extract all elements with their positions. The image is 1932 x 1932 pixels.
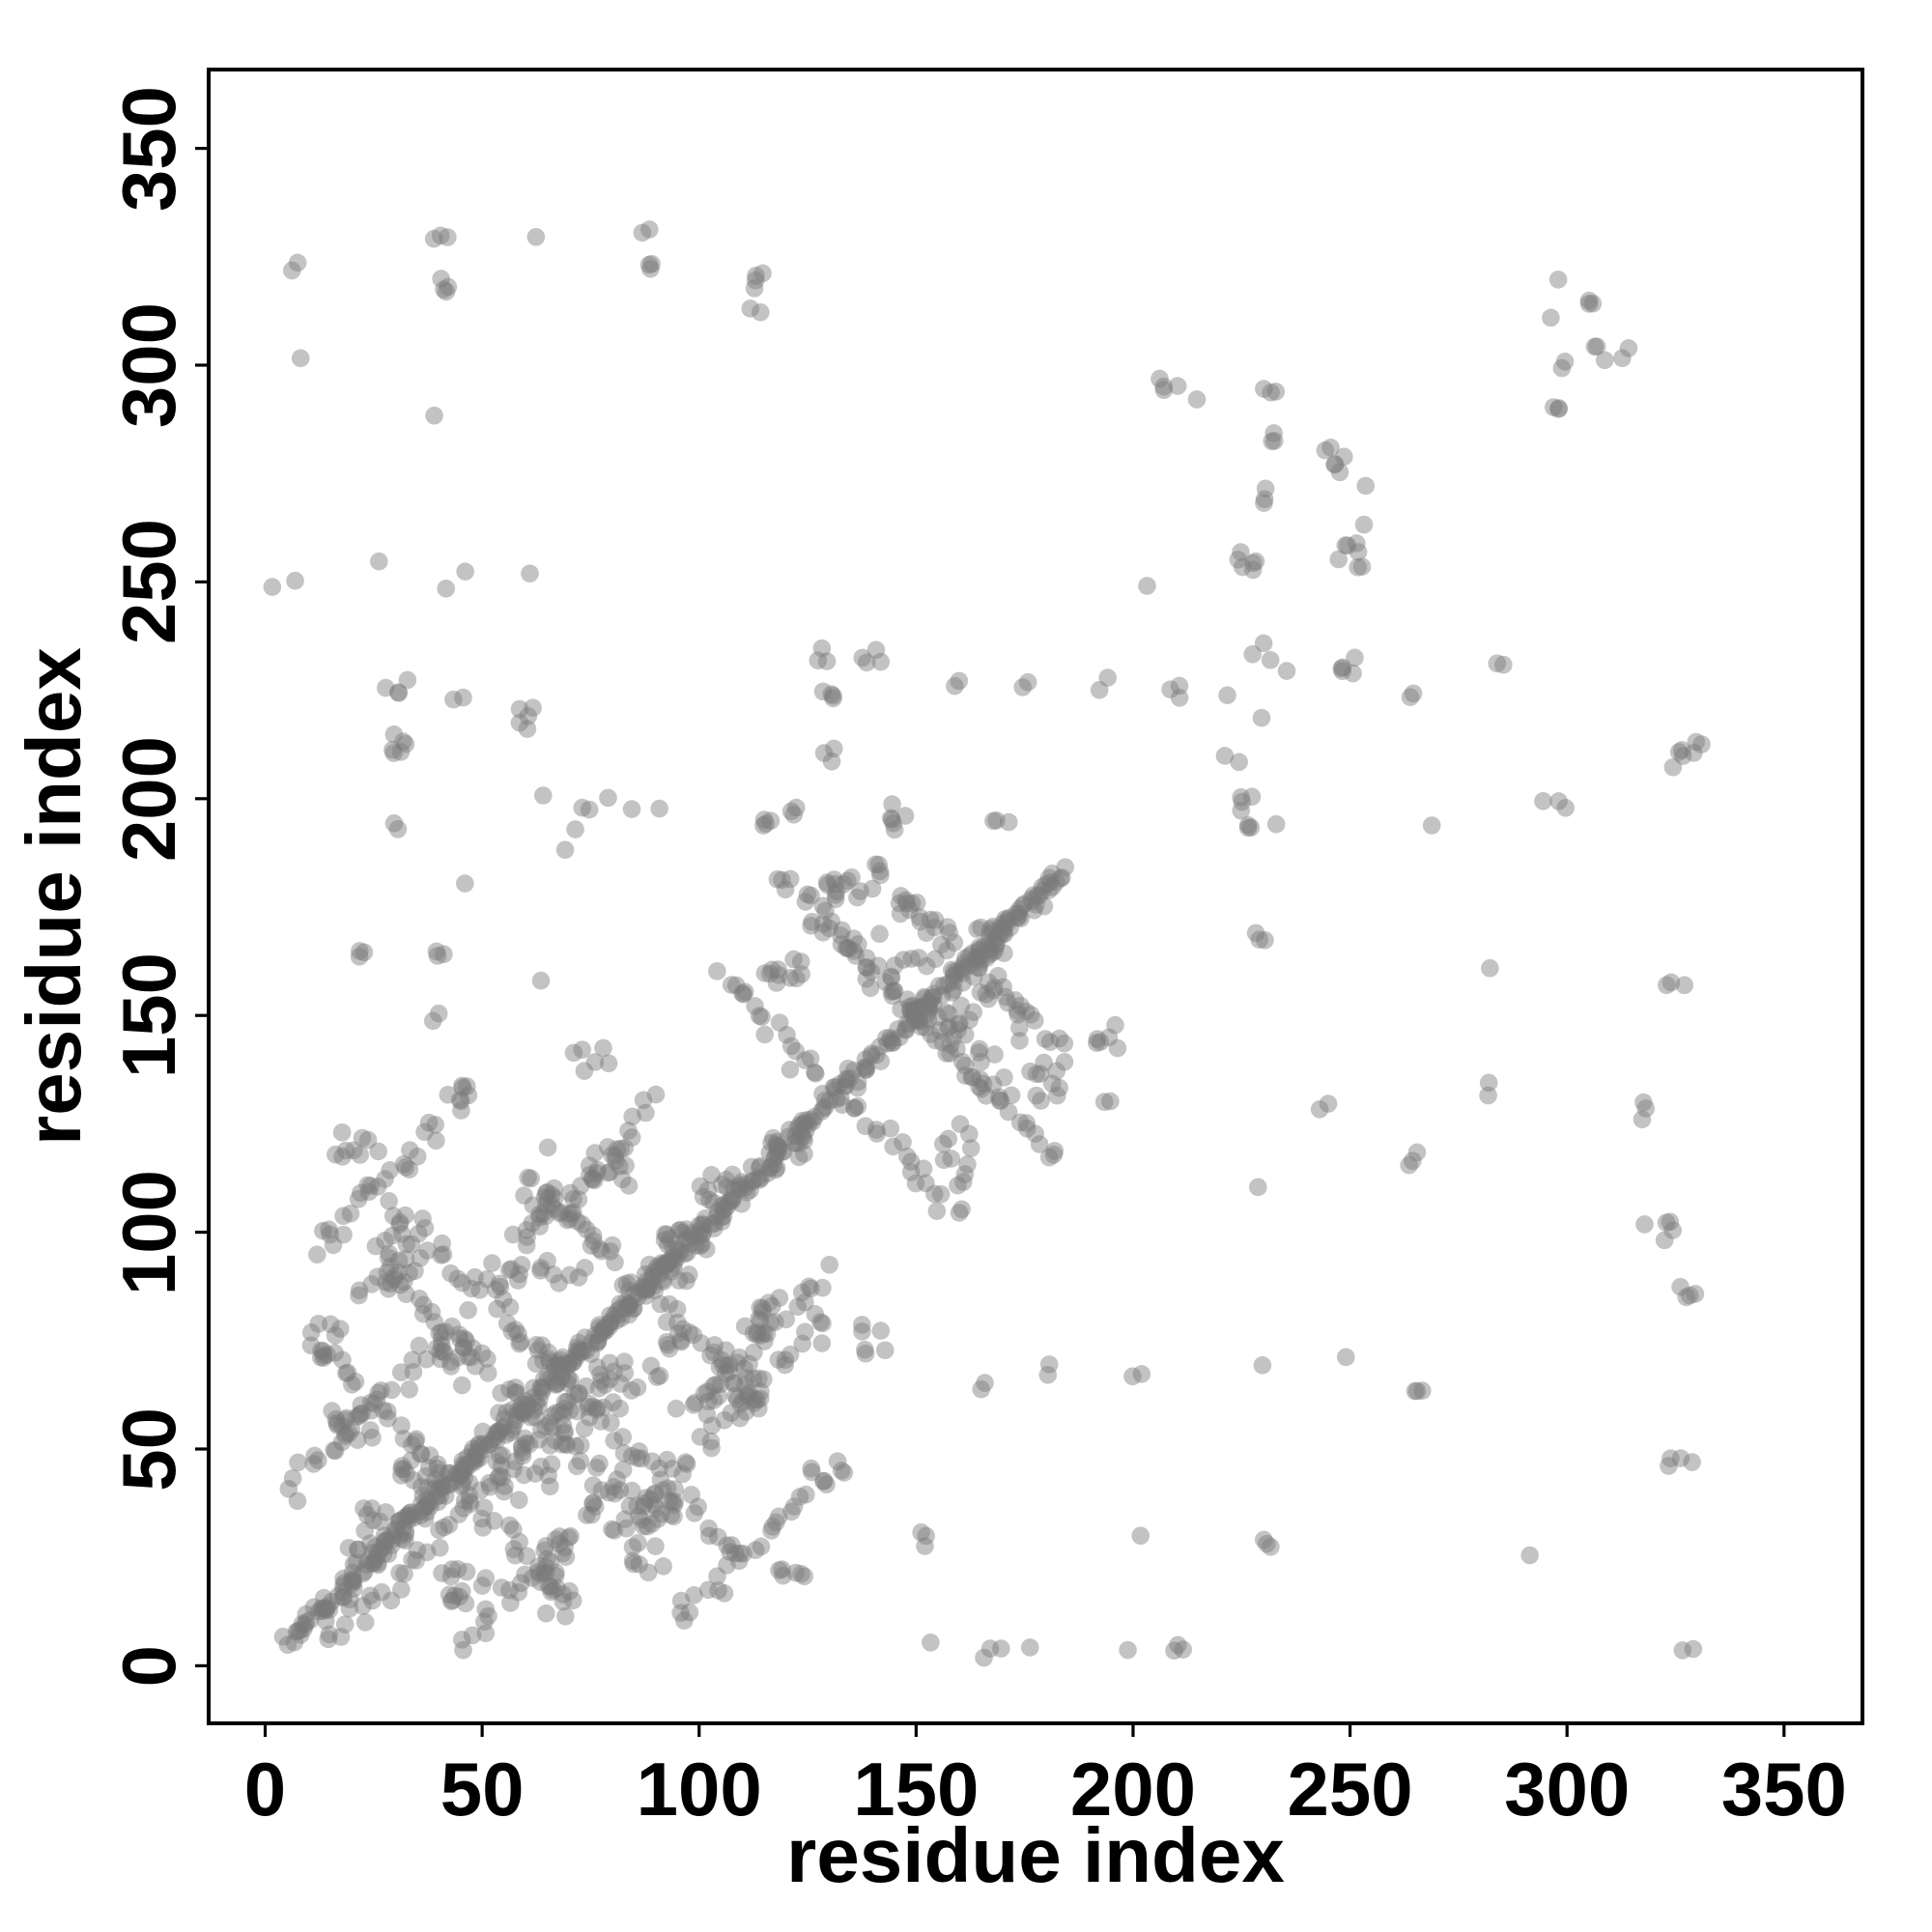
svg-text:100: 100 [637, 1747, 762, 1832]
svg-text:50: 50 [440, 1747, 525, 1832]
svg-text:250: 250 [1288, 1747, 1413, 1832]
svg-text:0: 0 [244, 1747, 286, 1832]
svg-text:300: 300 [1504, 1747, 1630, 1832]
svg-text:350: 350 [1721, 1747, 1847, 1832]
